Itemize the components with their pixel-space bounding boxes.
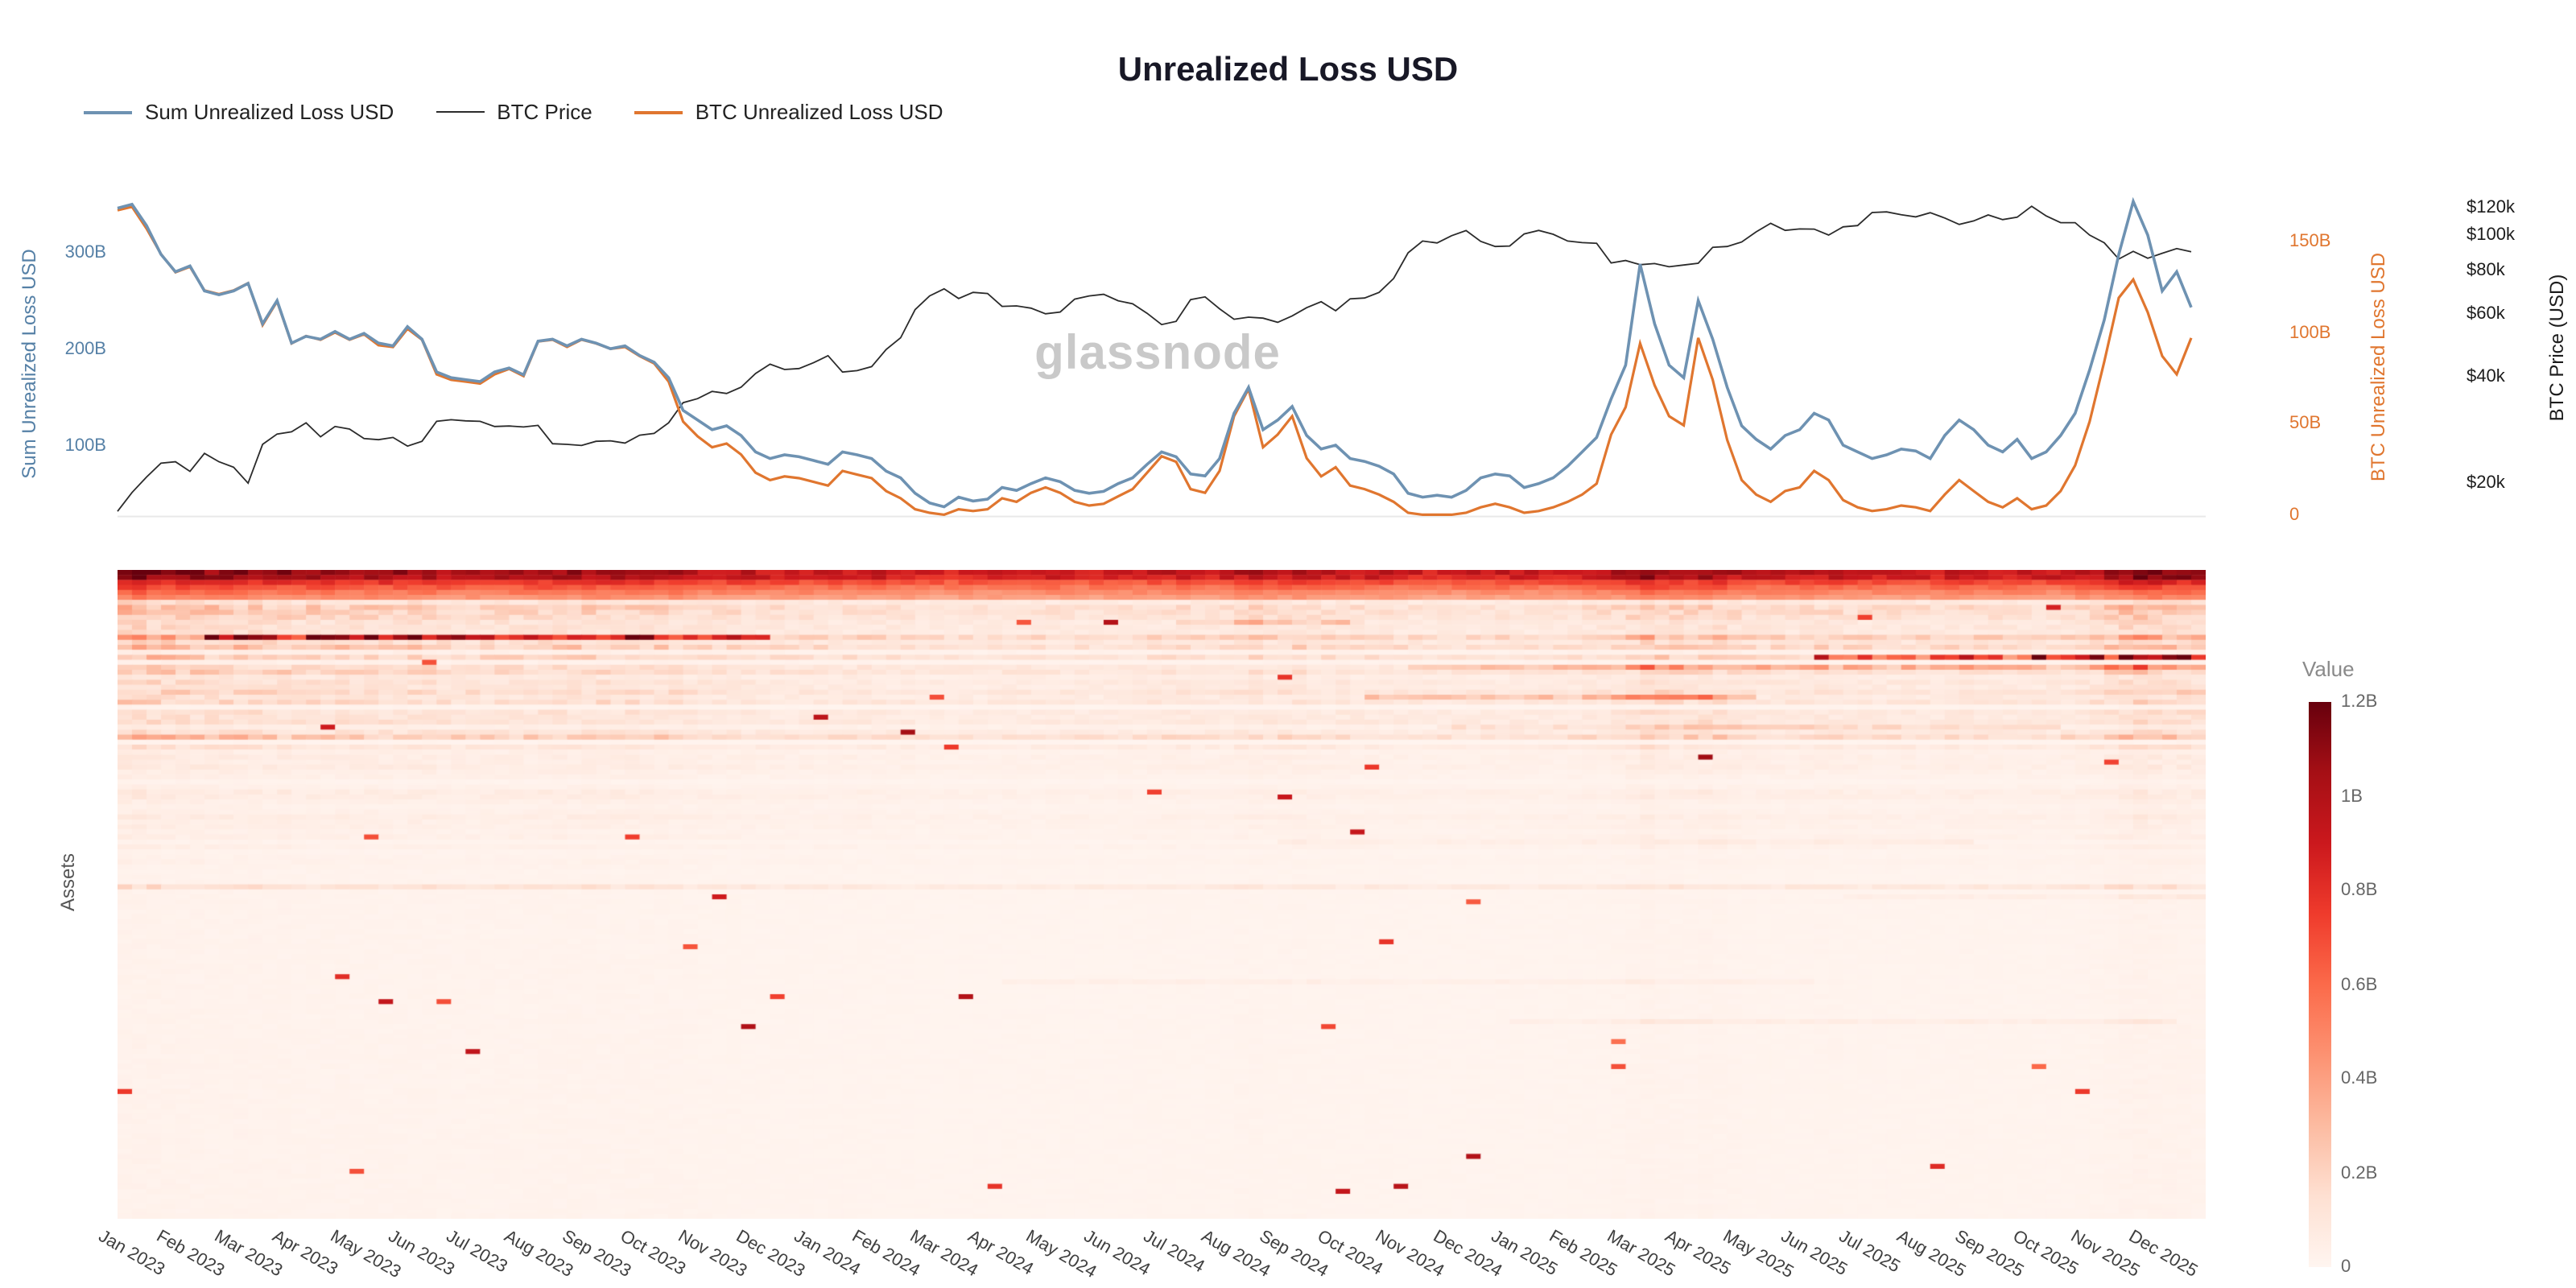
colorbar-tick: 0.4B xyxy=(2341,1069,2378,1088)
axis-tick: $60k xyxy=(2467,304,2505,324)
legend-swatch-icon xyxy=(436,111,485,113)
right-loss-axis-title: BTC Unrealized Loss USD xyxy=(2367,252,2389,482)
legend-label: BTC Unrealized Loss USD xyxy=(695,100,943,124)
legend-label: BTC Price xyxy=(497,100,592,124)
legend-item-1[interactable]: BTC Price xyxy=(436,100,592,124)
axis-tick: $80k xyxy=(2467,260,2505,280)
legend-item-2[interactable]: BTC Unrealized Loss USD xyxy=(634,100,943,124)
legend-swatch-icon xyxy=(84,110,132,114)
right-price-axis-title: BTC Price (USD) xyxy=(2545,274,2568,422)
legend: Sum Unrealized Loss USD BTC Price BTC Unre… xyxy=(84,100,943,124)
sum-unrealized-loss-line xyxy=(117,196,2193,509)
legend-swatch-icon xyxy=(634,110,683,114)
legend-item-0[interactable]: Sum Unrealized Loss USD xyxy=(84,100,394,124)
axis-tick: 150B xyxy=(2289,232,2331,251)
axis-tick: 100B xyxy=(2289,323,2331,343)
axis-tick: 200B xyxy=(64,339,106,359)
colorbar-tick: 0 xyxy=(2341,1257,2351,1277)
axis-tick: $100k xyxy=(2467,225,2515,246)
axis-tick: 50B xyxy=(2289,414,2322,434)
axis-tick: 300B xyxy=(64,243,106,262)
colorbar-tick: 1.2B xyxy=(2341,692,2378,712)
axis-tick: 100B xyxy=(64,436,106,456)
assets-axis-title: Assets xyxy=(56,852,79,912)
colorbar-tick: 0.8B xyxy=(2341,881,2378,900)
btc-price-line xyxy=(117,205,2192,512)
colorbar-title: Value xyxy=(2302,657,2355,681)
axis-tick: $40k xyxy=(2467,366,2505,386)
axis-tick: $20k xyxy=(2467,473,2505,493)
legend-label: Sum Unrealized Loss USD xyxy=(145,100,394,124)
colorbar-tick: 0.2B xyxy=(2341,1163,2378,1183)
axis-tick: $120k xyxy=(2467,198,2515,218)
colorbar-tick: 0.6B xyxy=(2341,975,2378,994)
assets-heatmap[interactable] xyxy=(118,570,2206,1219)
page-title: Unrealized Loss USD xyxy=(1117,52,1459,89)
colorbar-tick: 1B xyxy=(2341,786,2363,806)
btc-unrealized-loss-line xyxy=(117,204,2193,517)
colorbar xyxy=(2309,702,2331,1267)
axis-tick: 0 xyxy=(2289,505,2300,525)
